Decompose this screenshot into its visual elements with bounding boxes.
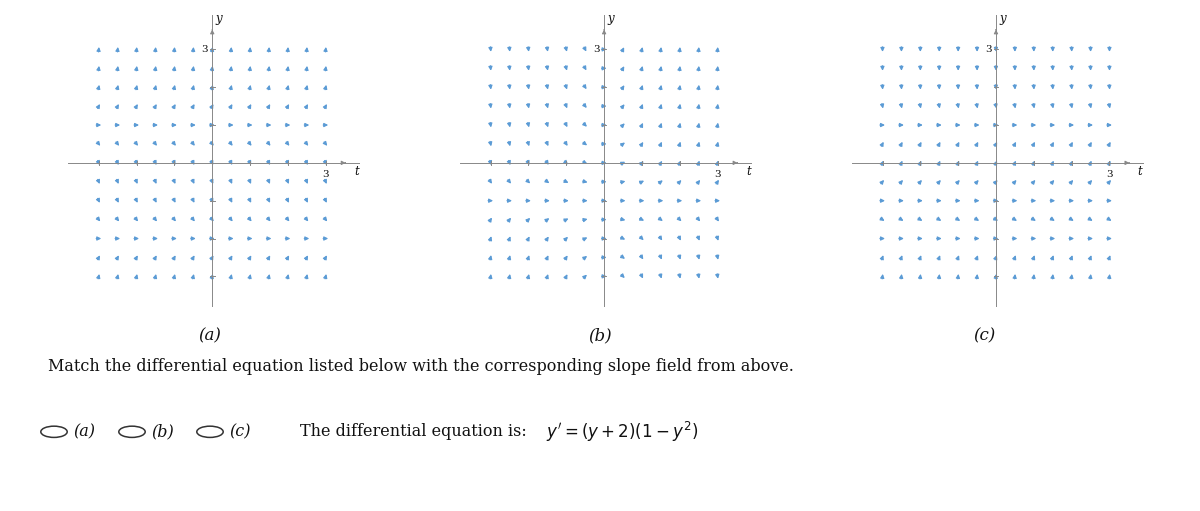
Text: 3: 3: [593, 45, 600, 54]
Text: 3: 3: [323, 170, 329, 179]
Text: (a): (a): [198, 327, 222, 344]
Text: y: y: [215, 12, 222, 25]
Text: (a): (a): [73, 423, 95, 440]
Text: 3: 3: [1106, 170, 1112, 179]
Text: $y' = (y+2)(1-y^2)$: $y' = (y+2)(1-y^2)$: [546, 420, 698, 444]
Text: (c): (c): [229, 423, 251, 440]
Text: t: t: [1138, 165, 1142, 178]
Text: y: y: [607, 12, 613, 25]
Text: The differential equation is:: The differential equation is:: [300, 423, 527, 440]
Text: t: t: [354, 165, 359, 178]
Text: (b): (b): [588, 327, 612, 344]
Text: 3: 3: [714, 170, 721, 179]
Text: Match the differential equation listed below with the corresponding slope field : Match the differential equation listed b…: [48, 358, 794, 375]
Text: 3: 3: [985, 45, 991, 54]
Text: y: y: [1000, 12, 1006, 25]
Text: (b): (b): [151, 423, 174, 440]
Text: 3: 3: [202, 45, 208, 54]
Text: t: t: [746, 165, 751, 178]
Text: (c): (c): [973, 327, 995, 344]
